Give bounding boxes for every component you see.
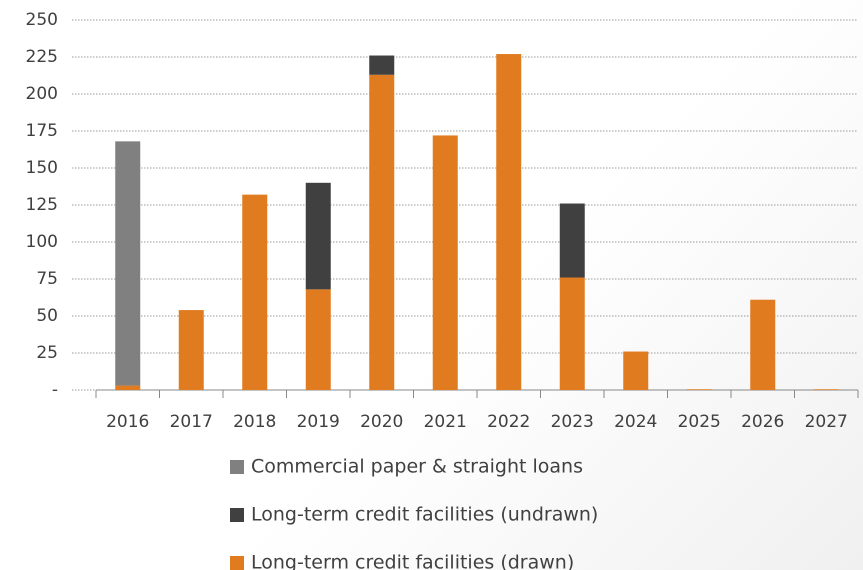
x-tick-label: 2022 — [487, 412, 530, 432]
bar-segment — [750, 299, 776, 390]
x-tick-label: 2027 — [805, 412, 848, 432]
y-tick-label: 250 — [26, 10, 58, 30]
bar-segment — [496, 54, 522, 390]
bar-segment — [242, 194, 268, 390]
bar-segment — [813, 389, 839, 390]
x-tick-label: 2016 — [106, 412, 149, 432]
x-tick-label: 2026 — [741, 412, 784, 432]
y-tick-label: 175 — [26, 121, 58, 141]
y-tick-label: 200 — [26, 84, 58, 104]
x-tick-label: 2018 — [233, 412, 276, 432]
bar-segment — [115, 385, 141, 390]
y-tick-label: 150 — [26, 158, 58, 178]
x-tick-label: 2020 — [360, 412, 403, 432]
y-tick-label: 125 — [26, 195, 58, 215]
bar-segment — [623, 351, 649, 390]
bar-segment — [178, 310, 204, 390]
legend-label: Long-term credit facilities (drawn) — [251, 552, 574, 570]
bar-segment — [305, 182, 331, 290]
y-tick-label: - — [52, 380, 58, 400]
bar-segment — [432, 135, 458, 390]
bar-segment — [559, 277, 585, 390]
x-tick-label: 2024 — [614, 412, 657, 432]
legend-swatch — [230, 508, 244, 522]
bar-segment — [369, 74, 395, 390]
legend-label: Commercial paper & straight loans — [251, 456, 583, 478]
bar-segment — [305, 289, 331, 390]
y-tick-label: 225 — [26, 47, 58, 67]
x-tick-label: 2019 — [297, 412, 340, 432]
legend-swatch — [230, 556, 244, 570]
x-tick-label: 2025 — [678, 412, 721, 432]
x-tick-label: 2023 — [551, 412, 594, 432]
legend-label: Long-term credit facilities (undrawn) — [251, 504, 598, 526]
bar-segment — [369, 55, 395, 75]
bar-segment — [115, 141, 141, 386]
bar-segment — [686, 389, 712, 390]
x-tick-label: 2021 — [424, 412, 467, 432]
y-tick-label: 100 — [26, 232, 58, 252]
y-tick-label: 75 — [36, 269, 58, 289]
y-tick-label: 50 — [36, 306, 58, 326]
y-tick-label: 25 — [36, 343, 58, 363]
legend-swatch — [230, 460, 244, 474]
bar-segment — [559, 203, 585, 278]
x-tick-label: 2017 — [170, 412, 213, 432]
